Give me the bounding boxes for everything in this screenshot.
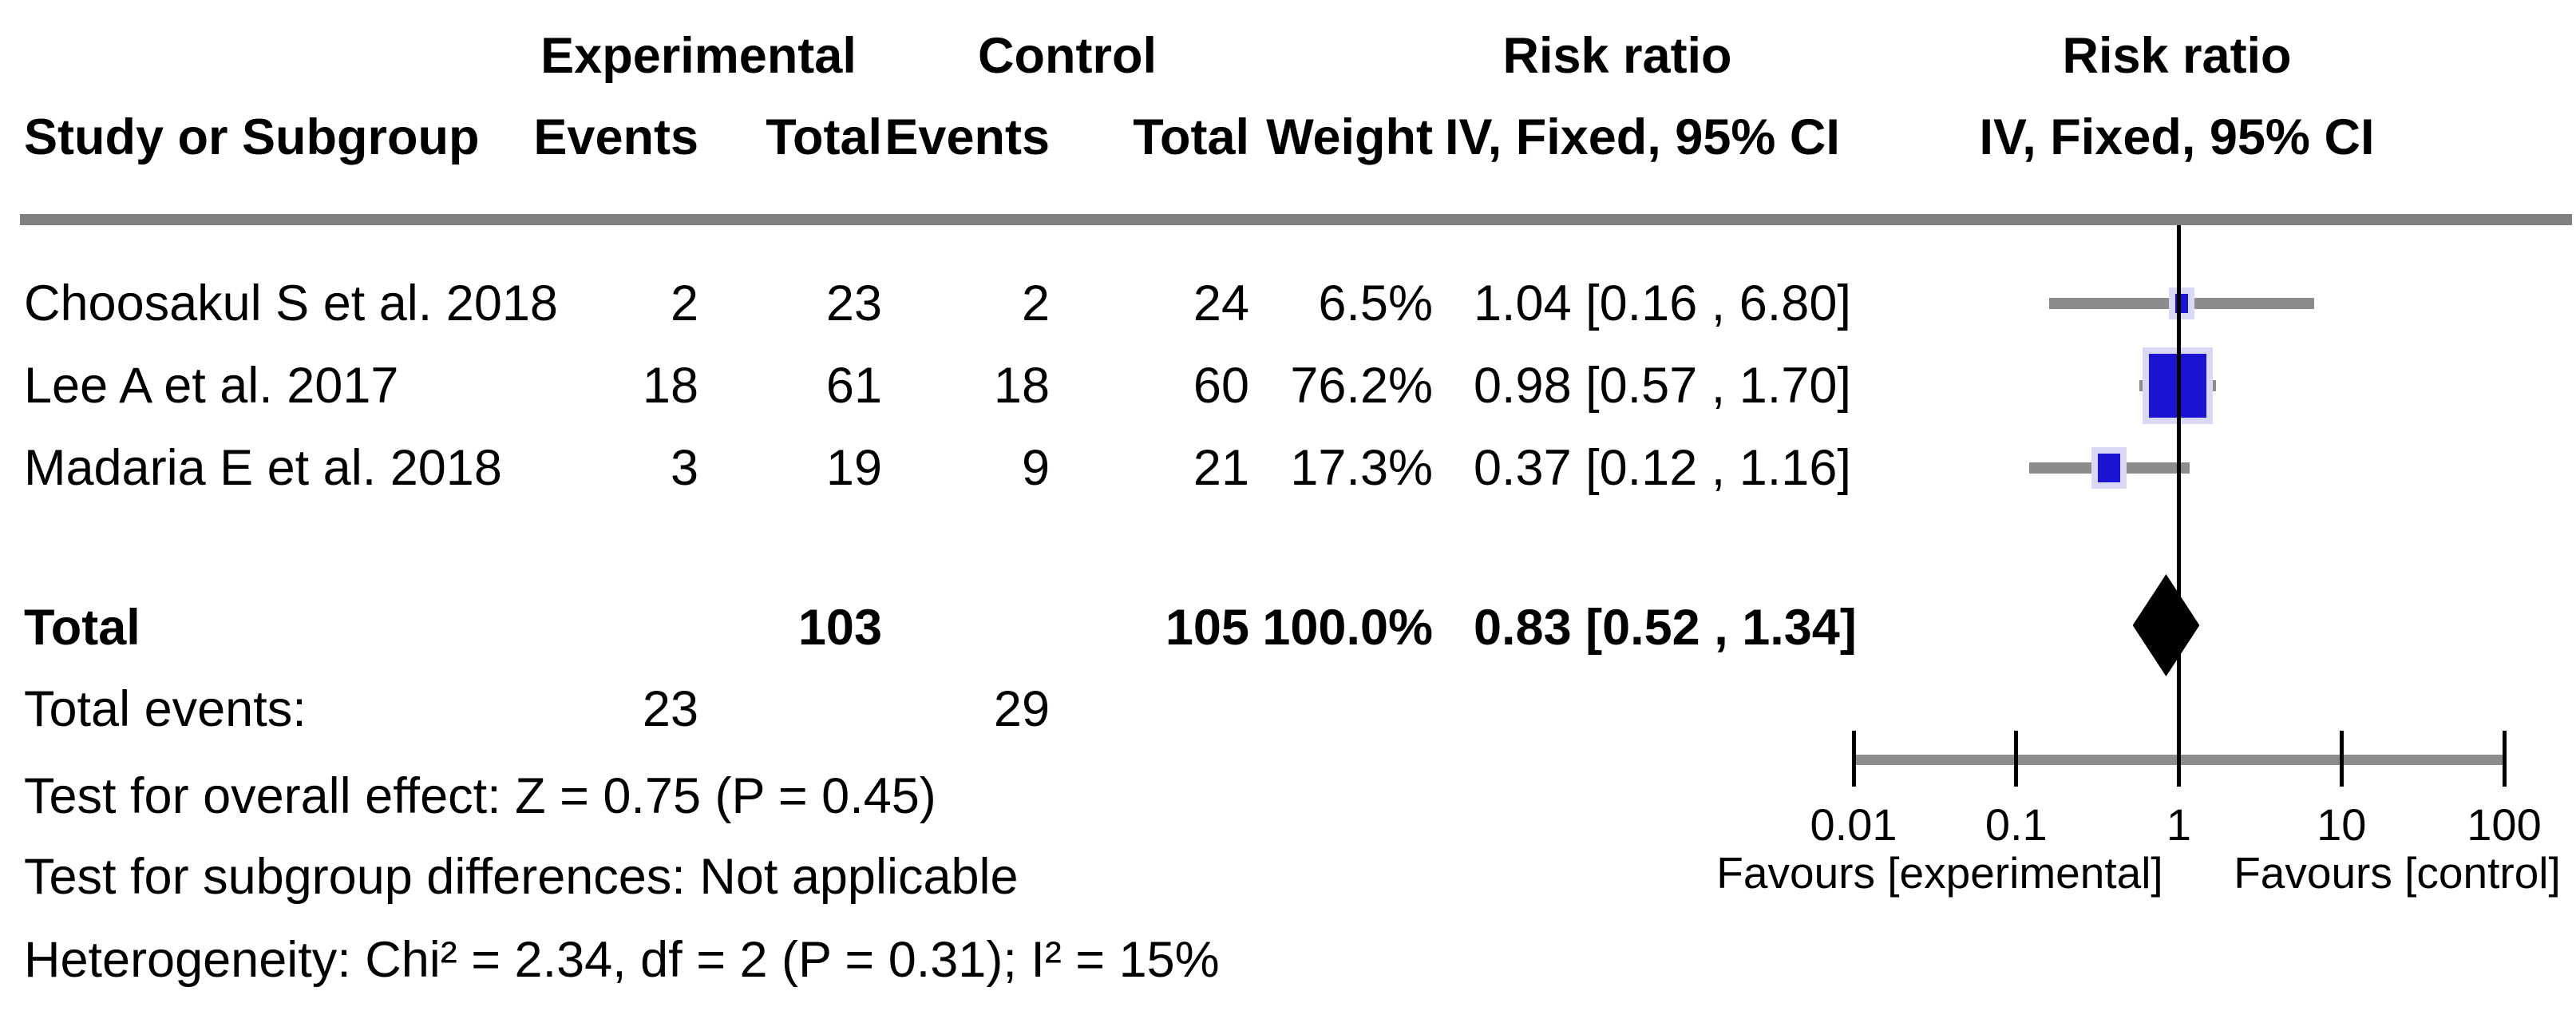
weight-value: 76.2% [1290, 358, 1433, 414]
null-effect-line [2177, 225, 2181, 787]
effect-marker [2097, 454, 2120, 482]
favours-experimental-label: Favours [experimental] [1716, 848, 2163, 898]
exp-total-value: 23 [825, 276, 882, 331]
header-separator-rule [20, 214, 2572, 225]
axis-tick-label: 0.01 [1810, 799, 1897, 850]
header-effect-ci-text: IV, Fixed, 95% CI [1445, 109, 1840, 165]
favours-control-label: Favours [control] [2234, 848, 2561, 898]
study-name: Choosakul S et al. 2018 [24, 276, 558, 331]
total-exp-total: 103 [797, 600, 882, 656]
total-weight: 100.0% [1262, 600, 1433, 656]
effect-ci-value: 0.98 [0.57 , 1.70] [1474, 358, 1851, 414]
header-risk-ratio-plot: Risk ratio [2062, 28, 2292, 84]
exp-events-value: 2 [670, 276, 698, 331]
ctrl-events-value: 2 [1021, 276, 1050, 331]
exp-total-value: 61 [825, 358, 882, 414]
total-events-exp: 23 [642, 681, 698, 737]
total-events-label: Total events: [24, 681, 307, 737]
header-exp-total: Total [766, 109, 882, 165]
header-study-or-subgroup: Study or Subgroup [24, 109, 480, 165]
weight-value: 17.3% [1290, 440, 1433, 496]
total-events-ctrl: 29 [993, 681, 1050, 737]
axis-tick [2014, 731, 2019, 787]
ctrl-total-value: 21 [1193, 440, 1249, 496]
exp-events-value: 18 [642, 358, 698, 414]
total-label: Total [24, 600, 140, 656]
axis-tick [2502, 731, 2507, 787]
header-risk-ratio-text: Risk ratio [1502, 28, 1732, 84]
axis-tick [2339, 731, 2344, 787]
exp-total-value: 19 [825, 440, 882, 496]
total-effect-ci: 0.83 [0.52 , 1.34] [1474, 600, 1857, 656]
header-weight: Weight [1266, 109, 1433, 165]
header-ctrl-events: Events [884, 109, 1050, 165]
effect-ci-value: 1.04 [0.16 , 6.80] [1474, 276, 1851, 331]
weight-value: 6.5% [1318, 276, 1433, 331]
axis-tick-label: 100 [2467, 799, 2542, 850]
ctrl-total-value: 60 [1193, 358, 1249, 414]
header-effect-ci-plot: IV, Fixed, 95% CI [1979, 109, 2375, 165]
axis-tick-label: 10 [2317, 799, 2367, 850]
header-ctrl-total: Total [1133, 109, 1249, 165]
ctrl-events-value: 18 [993, 358, 1050, 414]
footnote-subgroup-differences: Test for subgroup differences: Not appli… [24, 849, 1019, 905]
study-name: Madaria E et al. 2018 [24, 440, 502, 496]
footnote-heterogeneity: Heterogeneity: Chi² = 2.34, df = 2 (P = … [24, 932, 1220, 988]
header-control: Control [978, 28, 1157, 84]
axis-tick-label: 0.1 [1984, 799, 2048, 850]
effect-ci-value: 0.37 [0.12 , 1.16] [1474, 440, 1851, 496]
study-name: Lee A et al. 2017 [24, 358, 399, 414]
axis-tick [1851, 731, 1856, 787]
ctrl-events-value: 9 [1021, 440, 1050, 496]
header-exp-events: Events [533, 109, 698, 165]
ctrl-total-value: 24 [1193, 276, 1249, 331]
summary-diamond [2132, 574, 2200, 676]
axis-tick-label: 1 [2166, 799, 2192, 850]
total-ctrl-total: 105 [1165, 600, 1249, 656]
header-experimental: Experimental [540, 28, 857, 84]
footnote-overall-effect: Test for overall effect: Z = 0.75 (P = 0… [24, 768, 936, 824]
exp-events-value: 3 [670, 440, 698, 496]
